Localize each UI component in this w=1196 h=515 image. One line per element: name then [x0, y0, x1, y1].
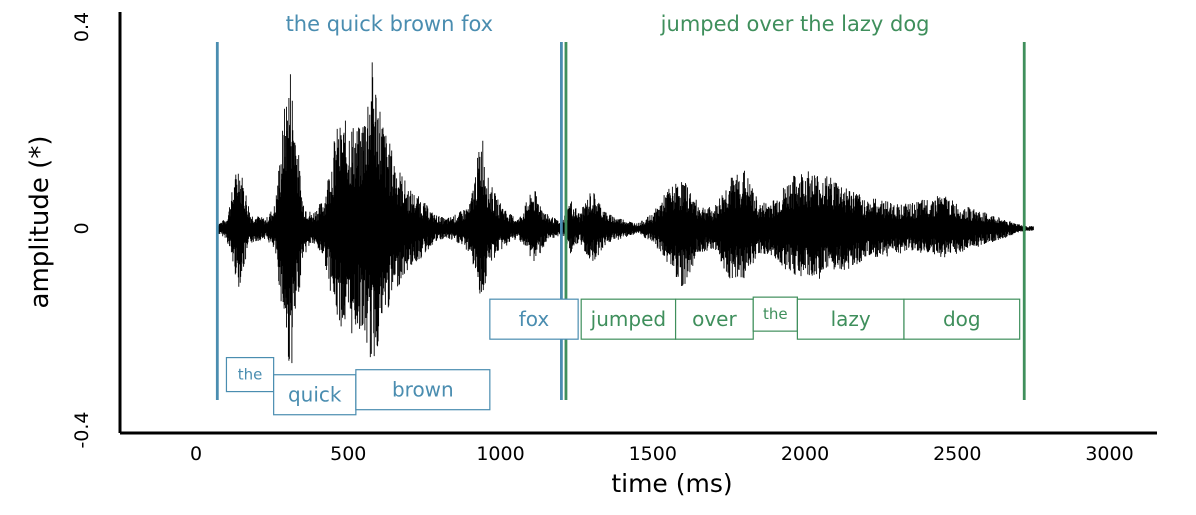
x-tick-label: 3000: [1085, 443, 1133, 465]
phrase-label: jumped over the lazy dog: [660, 12, 930, 36]
word-label: the: [763, 305, 788, 323]
x-tick-label: 500: [330, 443, 366, 465]
x-tick-label: 1500: [629, 443, 677, 465]
x-tick-label: 1000: [476, 443, 524, 465]
y-tick-label: 0: [71, 222, 93, 234]
word-box: [489, 298, 579, 340]
word-label: fox: [519, 307, 550, 331]
x-tick-label: 0: [190, 443, 202, 465]
word-label: lazy: [831, 307, 871, 331]
y-tick-label: -0.4: [71, 411, 93, 448]
word-box: [225, 356, 275, 393]
word-label: quick: [288, 383, 342, 407]
word-box: [580, 298, 677, 340]
phrase-label: the quick brown fox: [286, 12, 494, 36]
word-label: the: [238, 366, 263, 384]
x-axis-title: time (ms): [611, 469, 732, 498]
waveform-layer: [216, 62, 1034, 364]
word-box: [752, 296, 798, 332]
x-tick-label: 2500: [933, 443, 981, 465]
word-label: jumped: [590, 307, 666, 331]
y-tick-label: 0.4: [71, 12, 93, 42]
word-label: over: [692, 307, 737, 331]
y-axis-title: amplitude (*): [25, 136, 55, 309]
word-label: brown: [392, 378, 454, 402]
tick-label-layer: 0 500 1000 1500 2000 2500 3000 0.4 0 -0.4: [71, 12, 1134, 465]
word-box: [903, 298, 1021, 340]
x-tick-label: 2000: [781, 443, 829, 465]
word-box: [355, 369, 491, 411]
phrase-boundary-layer: [215, 42, 1026, 400]
phrase-label-layer: the quick brown fox jumped over the lazy …: [286, 12, 930, 36]
axis-layer: [118, 12, 1157, 435]
word-label-layer: the quick brown fox jumped over the lazy dog: [225, 296, 1021, 416]
word-label: dog: [943, 307, 981, 331]
